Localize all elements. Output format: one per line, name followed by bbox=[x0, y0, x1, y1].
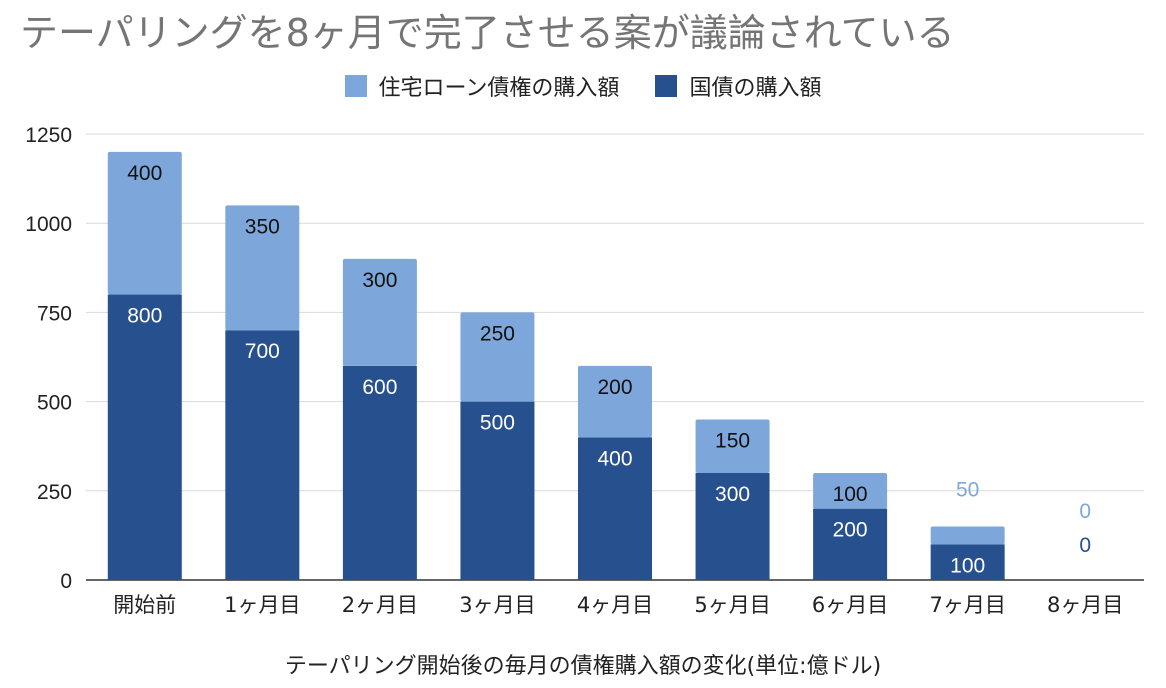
data-label-treasury: 600 bbox=[362, 376, 397, 399]
bar-mortgage bbox=[460, 312, 535, 402]
y-tick-label: 1250 bbox=[25, 124, 72, 147]
x-tick-label: 5ヶ月目 bbox=[694, 593, 770, 617]
bar-mortgage bbox=[695, 419, 770, 473]
bar-mortgage bbox=[225, 205, 300, 331]
x-axis-label: テーパリング開始後の毎月の債権購入額の変化(単位:億ドル) bbox=[284, 654, 882, 679]
data-label-mortgage: 400 bbox=[127, 162, 162, 185]
x-tick-label: 4ヶ月目 bbox=[577, 593, 653, 617]
bar-mortgage bbox=[107, 151, 182, 295]
y-tick-label: 500 bbox=[37, 392, 72, 415]
x-tick-label: 3ヶ月目 bbox=[459, 593, 535, 617]
legend-item-treasury: 国債の購入額 bbox=[655, 70, 821, 102]
bar-mortgage bbox=[578, 365, 652, 438]
legend-label-mortgage: 住宅ローン債権の購入額 bbox=[378, 76, 620, 101]
data-label-treasury: 100 bbox=[950, 554, 985, 577]
data-label-mortgage: 0 bbox=[1079, 500, 1091, 523]
data-label-treasury: 300 bbox=[715, 483, 750, 506]
data-label-mortgage: 50 bbox=[956, 478, 979, 501]
legend-item-mortgage: 住宅ローン債権の購入額 bbox=[344, 70, 620, 102]
data-label-treasury: 800 bbox=[127, 305, 162, 328]
data-label-mortgage: 300 bbox=[362, 269, 397, 292]
x-tick-label: 7ヶ月目 bbox=[929, 593, 1005, 617]
data-label-mortgage: 100 bbox=[833, 483, 868, 506]
bar-treasury bbox=[107, 294, 182, 580]
data-label-mortgage: 150 bbox=[715, 429, 750, 452]
bar-treasury bbox=[930, 544, 1005, 580]
bar-treasury bbox=[460, 401, 535, 580]
bar-treasury bbox=[695, 472, 770, 580]
x-tick-label: 1ヶ月目 bbox=[224, 593, 300, 617]
y-tick-label: 1000 bbox=[25, 213, 72, 236]
x-tick-label: 開始前 bbox=[113, 593, 176, 617]
legend-swatch-treasury bbox=[655, 75, 678, 97]
data-label-treasury: 700 bbox=[245, 340, 280, 363]
x-tick-label: 2ヶ月目 bbox=[342, 593, 418, 617]
bar-treasury bbox=[342, 365, 417, 580]
data-label-treasury: 200 bbox=[833, 519, 868, 542]
bar-treasury bbox=[813, 508, 888, 580]
y-tick-label: 250 bbox=[37, 481, 72, 504]
bar-mortgage bbox=[813, 472, 888, 509]
legend-label-treasury: 国債の購入額 bbox=[689, 76, 822, 101]
x-tick-label: 6ヶ月目 bbox=[812, 593, 888, 617]
bar-mortgage bbox=[930, 526, 1005, 545]
y-tick-label: 0 bbox=[60, 570, 72, 593]
data-label-treasury: 400 bbox=[597, 447, 632, 470]
legend: 住宅ローン債権の購入額 国債の購入額 bbox=[0, 70, 1166, 102]
data-label-mortgage: 250 bbox=[480, 322, 515, 345]
data-label-treasury: 500 bbox=[480, 412, 515, 435]
data-label-mortgage: 350 bbox=[245, 215, 280, 238]
chart-title: テーパリングを8ヶ月で完了させる案が議論されている bbox=[20, 11, 955, 55]
bar-treasury bbox=[578, 437, 652, 580]
legend-swatch-mortgage bbox=[344, 75, 367, 97]
bar-mortgage bbox=[342, 258, 417, 366]
y-tick-label: 750 bbox=[37, 302, 72, 325]
data-label-treasury: 0 bbox=[1079, 534, 1091, 557]
bar-treasury bbox=[225, 330, 300, 580]
x-tick-label: 8ヶ月目 bbox=[1047, 593, 1123, 617]
data-label-mortgage: 200 bbox=[597, 376, 632, 399]
